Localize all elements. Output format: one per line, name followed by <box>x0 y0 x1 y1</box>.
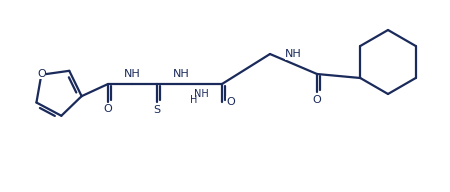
Text: NH: NH <box>173 69 189 79</box>
Text: NH: NH <box>285 49 302 59</box>
Text: H: H <box>190 95 198 105</box>
Text: NH: NH <box>124 69 140 79</box>
Text: O: O <box>37 69 46 79</box>
Text: NH: NH <box>194 89 208 99</box>
Text: O: O <box>313 95 321 105</box>
Text: O: O <box>227 97 235 107</box>
Text: O: O <box>104 104 112 114</box>
Text: S: S <box>153 105 161 115</box>
